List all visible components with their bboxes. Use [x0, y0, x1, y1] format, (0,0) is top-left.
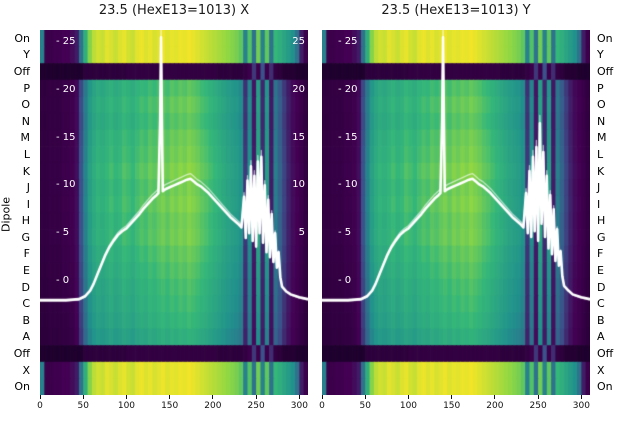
- y-tick-label-right: 20: [292, 83, 305, 95]
- y-tick-label-left: - 15: [338, 131, 358, 143]
- x-tick-label: 50: [77, 401, 89, 411]
- row-label-left: J: [26, 181, 30, 195]
- row-label-right: K: [597, 164, 605, 178]
- x-tick-label: 100: [117, 401, 136, 411]
- row-label-right: On: [597, 380, 613, 394]
- y-tick-label-right: 10: [292, 179, 305, 191]
- y-tick-label-left: - 5: [56, 227, 70, 239]
- row-label-right: L: [597, 147, 604, 161]
- row-label-left: G: [21, 230, 30, 244]
- row-label-left: O: [21, 98, 30, 112]
- right-plot-title: 23.5 (HexE13=1013) Y: [381, 3, 531, 18]
- right-row-labels: On Y Off P O N M L K J I H G F E D C B A Off X On: [597, 30, 639, 395]
- y-tick-label-left: - 15: [56, 131, 76, 143]
- row-label-left: M: [20, 131, 31, 145]
- row-label-right: G: [597, 230, 606, 244]
- left-plot-title: 23.5 (HexE13=1013) X: [98, 3, 250, 18]
- row-label-left: P: [23, 81, 30, 95]
- row-label-left: Off: [13, 347, 30, 361]
- x-tick-label: 150: [161, 401, 179, 411]
- x-tick-mark: [255, 395, 257, 399]
- row-label-right: H: [597, 214, 606, 228]
- heatmap-plot-x: - 25- 20- 15- 10- 5- 0 25 20 15 10 5 0 50 100 150…: [37, 30, 308, 411]
- row-label-right: F: [597, 247, 604, 261]
- row-label-left: On: [14, 31, 30, 45]
- x-tick-label: 300: [572, 401, 590, 411]
- x-tick-mark: [212, 395, 214, 399]
- y-tick-label-left: - 20: [338, 83, 358, 95]
- x-tick-label: 250: [529, 401, 547, 411]
- row-label-left: L: [23, 147, 30, 161]
- row-label-left: E: [23, 264, 30, 278]
- x-tick-mark: [580, 395, 582, 399]
- x-tick-label: 0: [37, 401, 43, 411]
- row-label-left: K: [22, 164, 30, 178]
- row-label-right: On: [597, 31, 613, 45]
- y-tick-label-left: - 10: [56, 179, 76, 191]
- y-tick-label-left: - 25: [56, 36, 76, 47]
- x-tick-mark: [125, 395, 127, 399]
- row-label-right: I: [597, 197, 601, 211]
- row-label-left: C: [22, 297, 30, 311]
- row-label-left: F: [23, 247, 30, 261]
- x-tick-mark: [451, 395, 453, 399]
- row-label-right: E: [597, 264, 604, 278]
- x-tick-mark: [494, 395, 496, 399]
- x-tick-mark: [321, 395, 323, 399]
- y-tick-label-left: - 5: [338, 227, 352, 239]
- y-tick-label-left: - 0: [338, 275, 352, 286]
- y-tick-label-right: 5: [298, 227, 305, 239]
- x-tick-label: 150: [443, 401, 461, 411]
- x-tick-label: 0: [319, 401, 325, 411]
- y-tick-label-left: - 20: [56, 83, 76, 95]
- heatmap-canvas-y: [322, 30, 590, 395]
- row-label-right: D: [597, 280, 606, 294]
- y-tick-label-right: 15: [292, 131, 305, 143]
- row-label-left: On: [14, 380, 30, 394]
- x-tick-mark: [537, 395, 539, 399]
- row-label-left: A: [22, 330, 30, 344]
- row-label-left: Y: [23, 48, 30, 62]
- x-tick-mark: [407, 395, 409, 399]
- x-tick-label: 200: [204, 401, 222, 411]
- y-tick-label-left: - 10: [338, 179, 358, 191]
- x-tick-label: 50: [359, 401, 371, 411]
- row-label-right: Off: [597, 64, 614, 78]
- row-label-right: P: [597, 81, 604, 95]
- heatmap-plot-y: - 25 - 20 - 15 - 10 - 5 - 0 0 50 100 150 200 250 300: [319, 30, 590, 411]
- row-label-right: O: [597, 98, 606, 112]
- x-tick-mark: [169, 395, 171, 399]
- row-label-right: M: [597, 131, 607, 145]
- row-label-right: N: [597, 114, 606, 128]
- row-label-right: A: [597, 330, 605, 344]
- y-tick-label-right: 25: [292, 36, 305, 47]
- x-tick-mark: [82, 395, 84, 399]
- row-label-right: Off: [597, 347, 614, 361]
- row-label-left: Off: [13, 64, 30, 78]
- row-label-left: N: [21, 114, 30, 128]
- y-tick-label-left: - 25: [338, 36, 358, 47]
- row-label-left: B: [22, 313, 30, 327]
- row-label-left: H: [21, 214, 30, 228]
- heatmap-canvas-x: [40, 30, 308, 395]
- x-tick-mark: [39, 395, 41, 399]
- row-label-left: I: [26, 197, 30, 211]
- row-label-right: B: [597, 313, 605, 327]
- x-tick-mark: [298, 395, 300, 399]
- x-tick-label: 100: [399, 401, 418, 411]
- row-label-left: X: [22, 363, 30, 377]
- left-row-labels: On Y Off P O N M L K J I H G F E D C B A Off X On: [0, 30, 30, 395]
- x-tick-mark: [364, 395, 366, 399]
- row-label-left: D: [21, 280, 30, 294]
- row-label-right: Y: [597, 48, 604, 62]
- row-label-right: C: [597, 297, 605, 311]
- x-tick-label: 250: [247, 401, 265, 411]
- y-tick-label-left: - 0: [56, 275, 70, 286]
- row-label-right: J: [597, 181, 601, 195]
- x-tick-label: 300: [290, 401, 308, 411]
- row-label-right: X: [597, 363, 605, 377]
- x-tick-label: 200: [486, 401, 504, 411]
